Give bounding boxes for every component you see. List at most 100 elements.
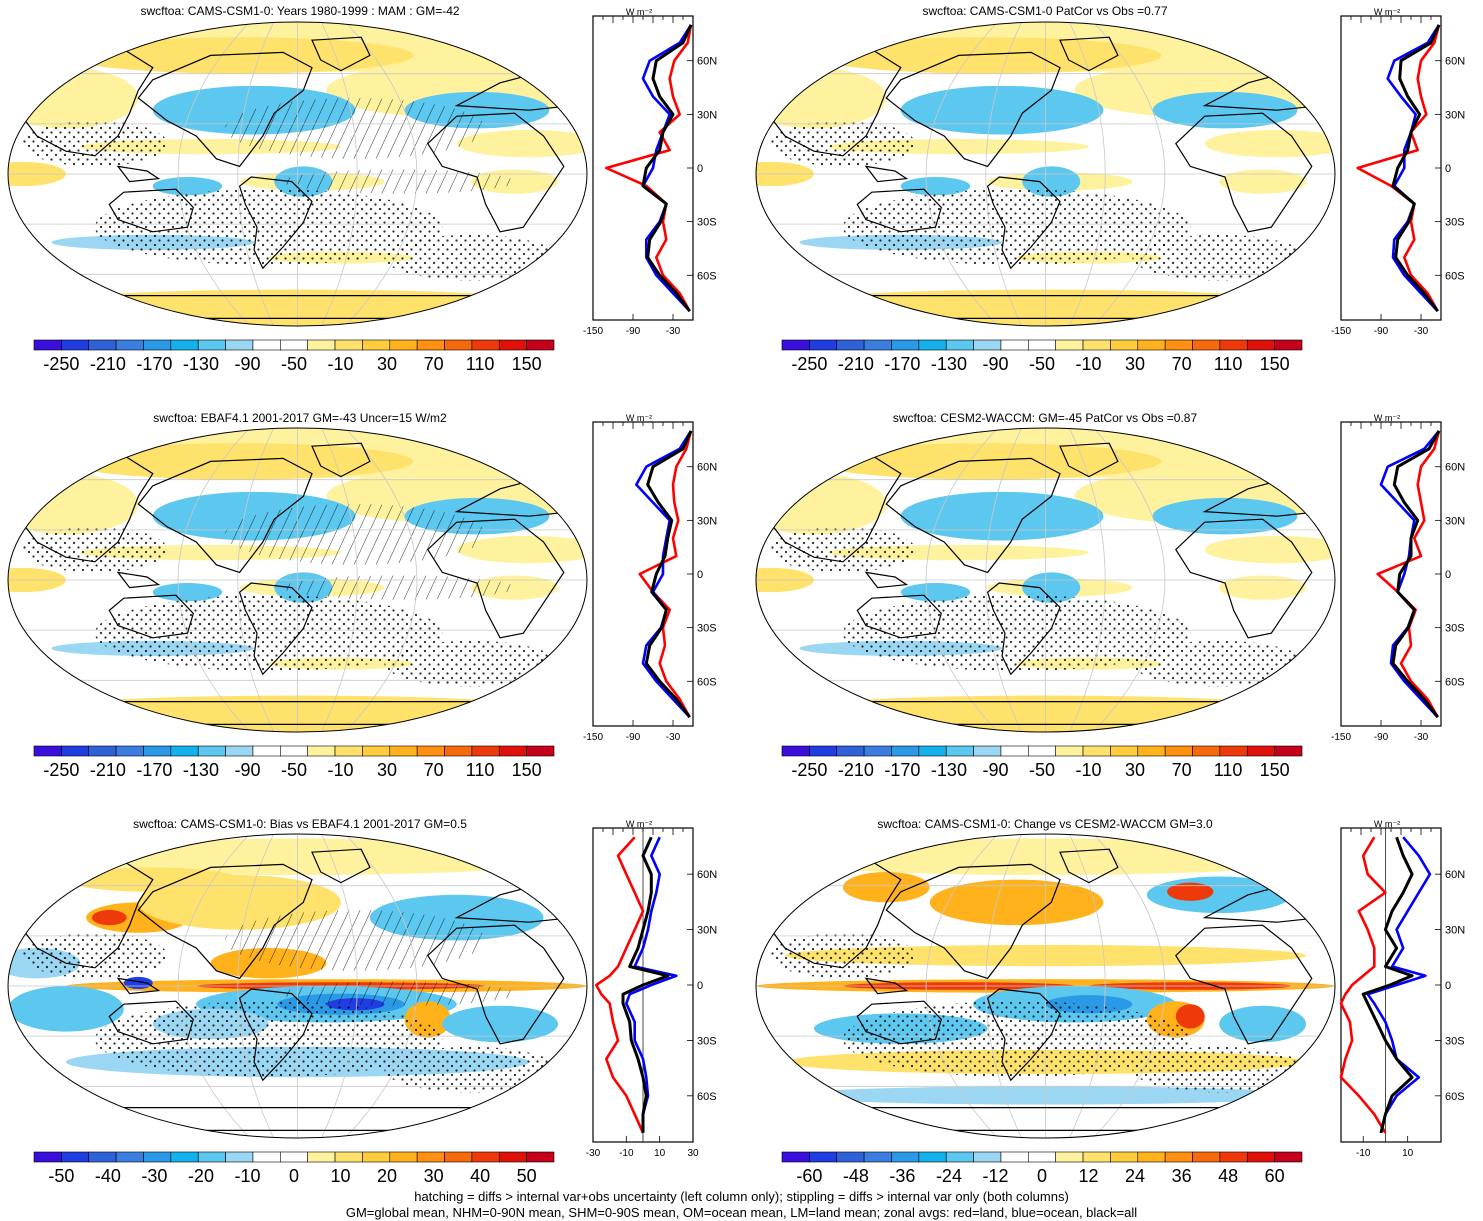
colorbar-tick-label: -50 xyxy=(281,354,307,374)
colorbar-tick-label: 30 xyxy=(424,1166,444,1186)
lat-tick-label: 60S xyxy=(1445,676,1465,688)
colorbar-swatch xyxy=(1219,745,1248,757)
zonal-mean-chart: W m⁻² -150 -90 -30 60N 30N 0 30S 60S xyxy=(1331,7,1465,337)
field-region xyxy=(1219,575,1307,600)
longitude-line xyxy=(177,22,251,326)
hatching xyxy=(225,98,486,159)
field-region xyxy=(813,37,1162,74)
coastline xyxy=(8,295,587,319)
x-tick-label: -30 xyxy=(1414,732,1429,743)
field-region xyxy=(842,872,930,903)
field-region xyxy=(1219,169,1307,194)
longitude-line xyxy=(985,834,1022,1138)
colorbar-swatch xyxy=(1274,745,1303,757)
colorbar-swatch xyxy=(498,745,527,757)
zonal-line-all xyxy=(1361,836,1414,1134)
x-tick-label: -150 xyxy=(1331,732,1351,743)
field-region xyxy=(1152,91,1298,129)
colorbar-tick-label: -36 xyxy=(889,1166,915,1186)
colorbar-swatch xyxy=(1028,745,1056,757)
coastline xyxy=(986,582,1061,676)
global-map xyxy=(755,833,1336,1139)
colorbar-tick-label: -12 xyxy=(982,1166,1008,1186)
zonal-line-land xyxy=(1356,24,1441,312)
colorbar-tick-label: -90 xyxy=(234,354,260,374)
lat-tick-label: 0 xyxy=(697,980,703,992)
lat-tick-label: 0 xyxy=(697,569,703,581)
colorbar-swatch xyxy=(1246,745,1275,757)
colorbar: -250 -210 -170 -130 -90 -50 -10 30 70 110 150 xyxy=(781,745,1303,780)
colorbar-tick-label: 150 xyxy=(1260,354,1290,374)
colorbar-swatch xyxy=(307,339,336,351)
zonal-line-ocean xyxy=(641,24,693,312)
x-tick-label: -30 xyxy=(586,1148,601,1159)
lat-tick-label: 30S xyxy=(1445,623,1465,635)
colorbar-tick-label: -130 xyxy=(183,354,219,374)
colorbar-swatch xyxy=(143,339,172,351)
field-region xyxy=(8,986,124,1032)
longitude-line xyxy=(321,22,358,326)
colorbar-tick-label: 50 xyxy=(517,1166,537,1186)
colorbar-swatch xyxy=(252,1151,281,1163)
stippling xyxy=(22,526,168,573)
lat-tick-label: 60N xyxy=(697,462,717,474)
colorbar-swatch xyxy=(809,1151,838,1163)
colorbar-swatch xyxy=(362,339,391,351)
longitude-line xyxy=(344,428,418,732)
colorbar-swatch xyxy=(1110,745,1139,757)
coastline xyxy=(8,701,587,725)
field-region xyxy=(152,177,223,196)
x-tick-label: -90 xyxy=(626,732,641,743)
coastline xyxy=(856,594,942,639)
longitude-line xyxy=(1092,834,1166,1138)
field-region xyxy=(900,177,971,196)
lat-tick-label: 60S xyxy=(1445,270,1465,282)
field-region xyxy=(813,443,1162,480)
panel-title: swcftoa: CAMS-CSM1-0: Bias vs EBAF4.1 20… xyxy=(133,817,467,831)
field-region xyxy=(514,867,573,892)
colorbar-swatch xyxy=(170,745,199,757)
colorbar-swatch xyxy=(891,745,920,757)
colorbar-tick-label: -50 xyxy=(281,760,307,780)
colorbar-swatch xyxy=(526,339,555,351)
longitude-line xyxy=(925,428,999,732)
colorbar-tick-label: 70 xyxy=(424,354,444,374)
colorbar: -250 -210 -170 -130 -90 -50 -10 30 70 110 150 xyxy=(33,745,555,780)
colorbar-swatch xyxy=(1164,1151,1193,1163)
coastline xyxy=(116,977,161,995)
colorbar-swatch xyxy=(1246,339,1275,351)
coastline xyxy=(1059,848,1119,884)
x-tick-label: -90 xyxy=(1374,326,1389,337)
x-tick-label: 10 xyxy=(1402,1148,1414,1159)
colorbar-swatch xyxy=(973,1151,1002,1163)
longitude-line xyxy=(344,834,418,1138)
coastline xyxy=(108,1000,194,1045)
colorbar-tick-label: 70 xyxy=(424,760,444,780)
lat-tick-label: 0 xyxy=(697,163,703,175)
colorbar-swatch xyxy=(225,339,254,351)
colorbar-swatch xyxy=(863,339,892,351)
colorbar: -50 -40 -30 -20 -10 0 10 20 30 40 50 xyxy=(33,1151,555,1186)
map-border xyxy=(7,21,588,327)
colorbar-tick-label: -130 xyxy=(183,760,219,780)
colorbar-swatch xyxy=(1110,339,1139,351)
colorbar-swatch xyxy=(1000,339,1029,351)
x-tick-label: -30 xyxy=(666,732,681,743)
field-region xyxy=(65,443,414,480)
colorbar-swatch xyxy=(225,1151,254,1163)
colorbar-swatch xyxy=(252,339,281,351)
stippling xyxy=(22,932,168,979)
zonal-frame xyxy=(1340,15,1442,321)
colorbar-swatch xyxy=(307,745,336,757)
hatching xyxy=(283,981,515,1006)
colorbar-swatch xyxy=(1082,1151,1111,1163)
zonal-line-ocean xyxy=(1386,24,1441,312)
unit-label: W m⁻² xyxy=(626,819,652,829)
colorbar-swatch xyxy=(1274,339,1303,351)
colorbar-tick-label: 110 xyxy=(466,354,495,374)
lat-tick-label: 60N xyxy=(697,56,717,68)
colorbar-tick-label: 24 xyxy=(1125,1166,1145,1186)
colorbar-swatch xyxy=(498,339,527,351)
colorbar-swatch xyxy=(416,1151,445,1163)
colorbar-swatch xyxy=(197,339,226,351)
